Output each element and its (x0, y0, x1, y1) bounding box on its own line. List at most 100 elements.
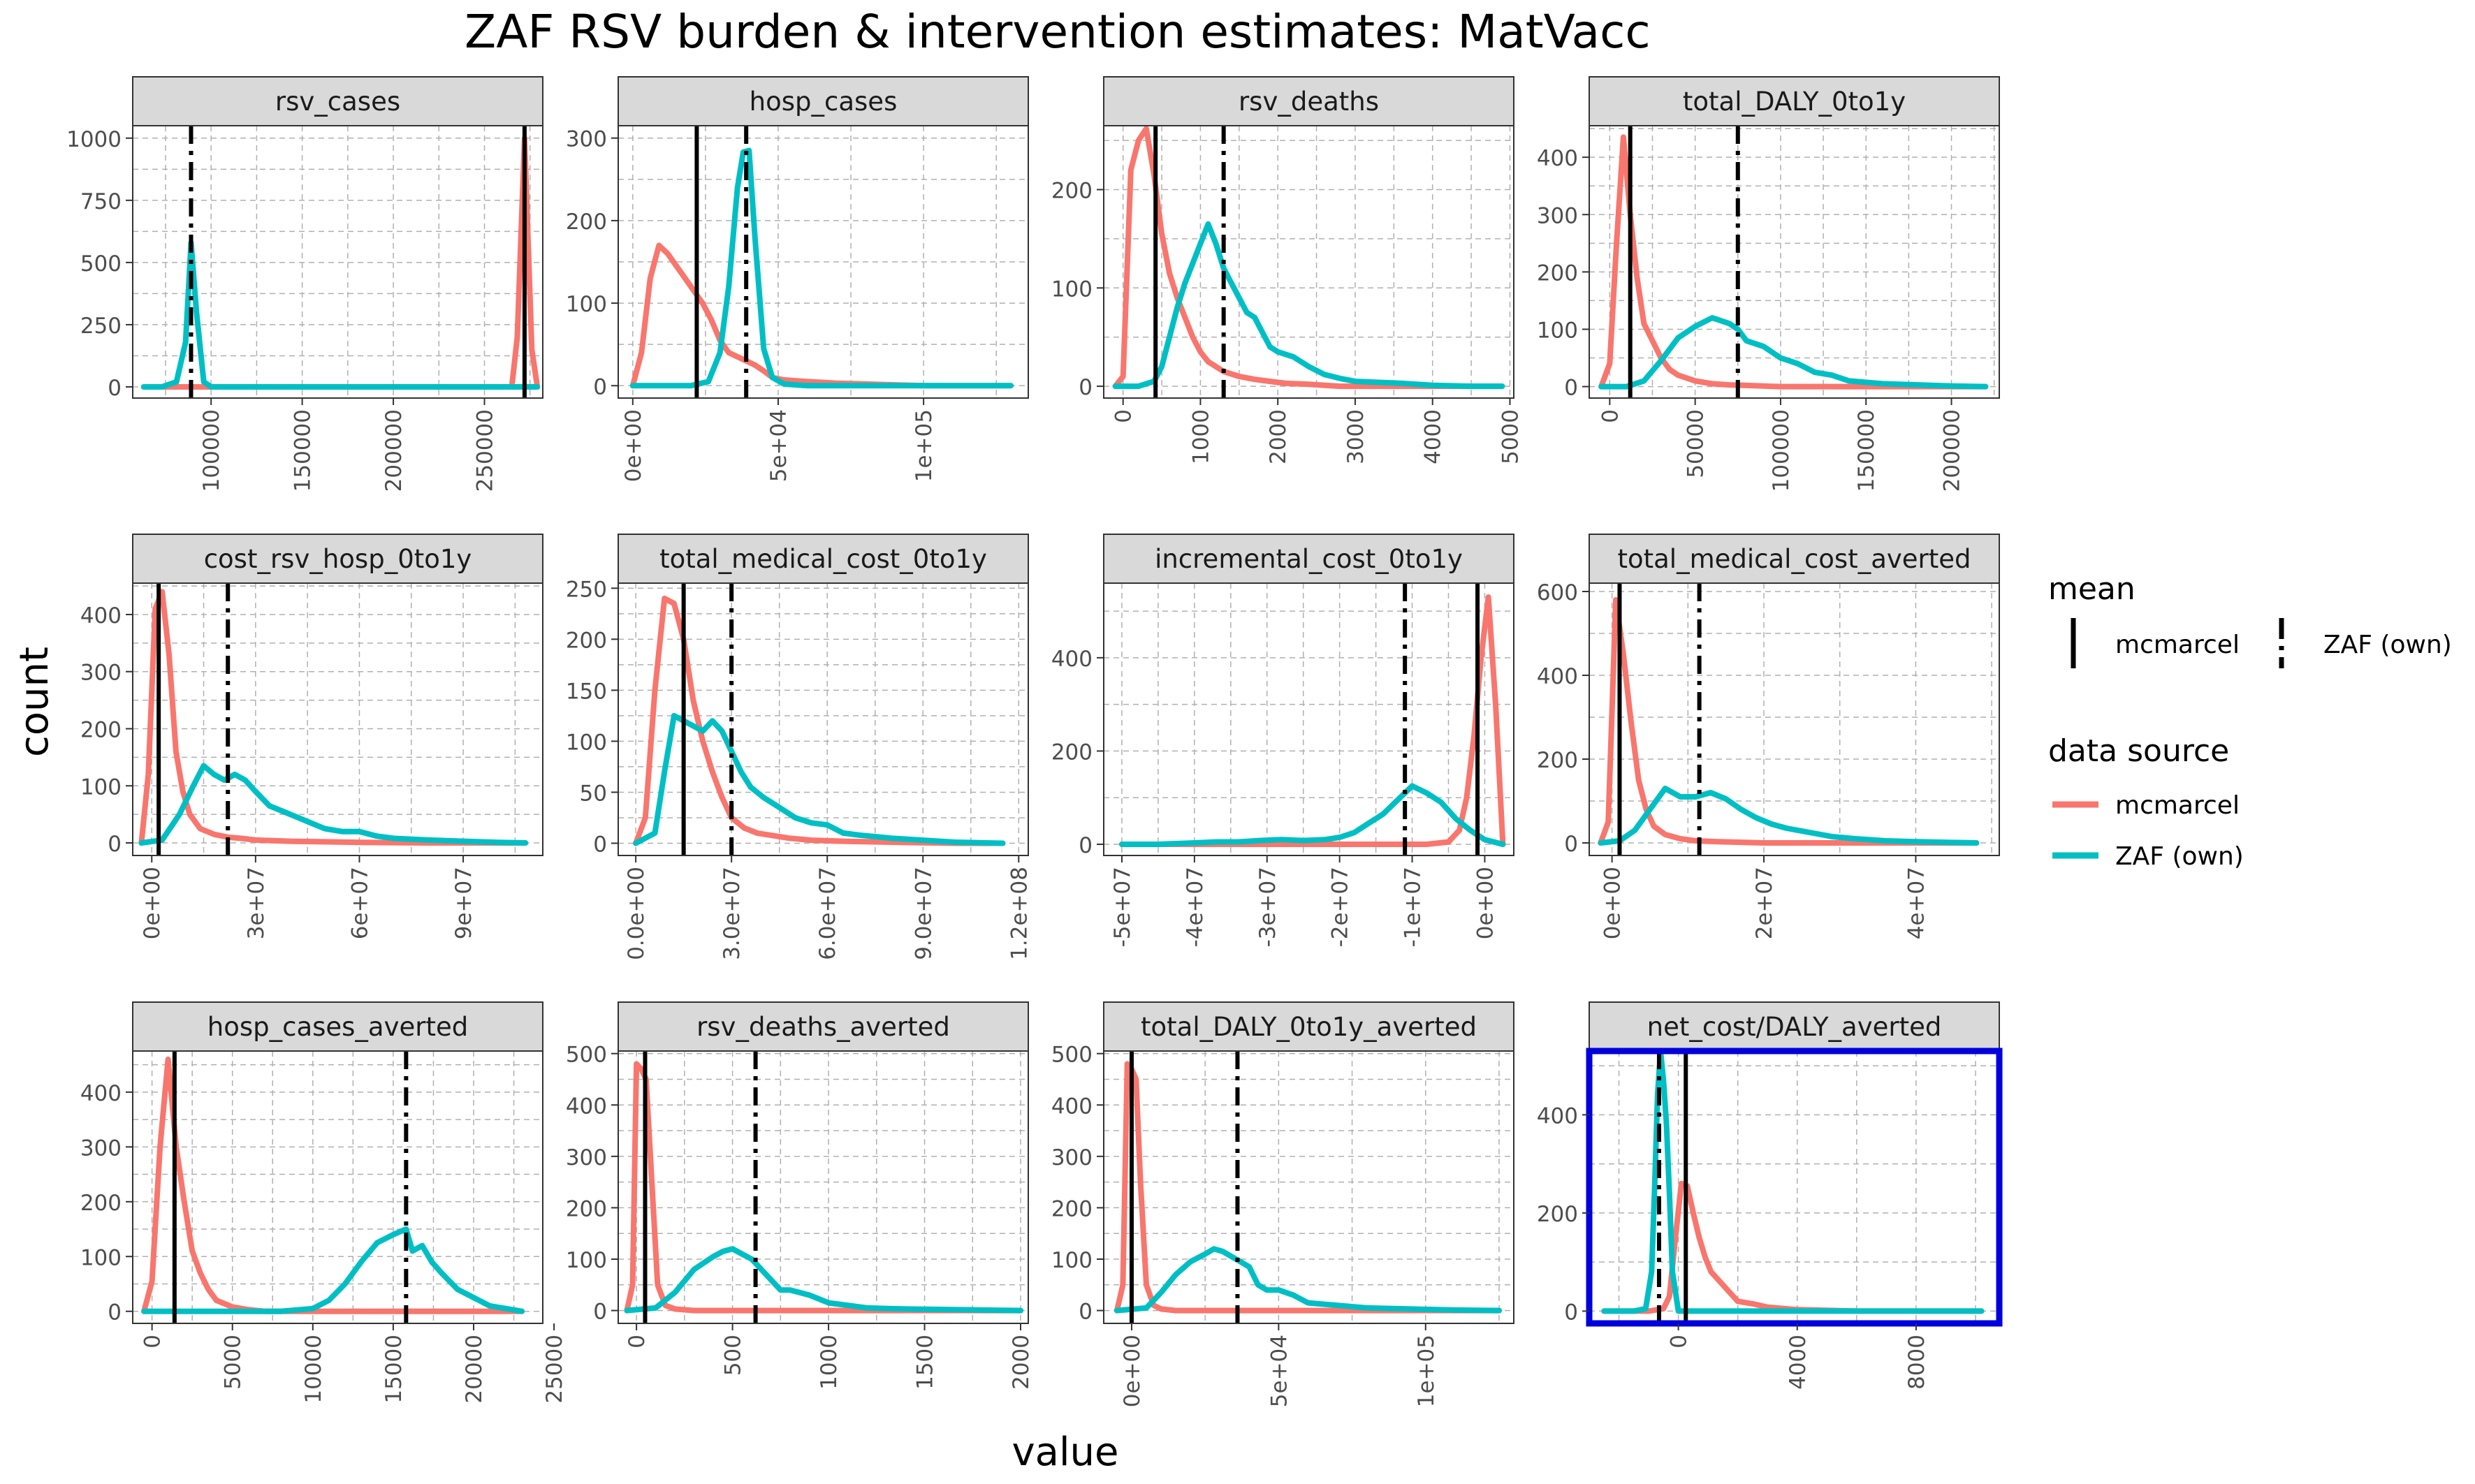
facet-total-medical-cost-0to1y: total_medical_cost_0to1y 0 50 100 150 200 250 0… (566, 534, 1032, 960)
x-tick-label: 1000 (1188, 409, 1213, 464)
facet-strip-label: total_medical_cost_averted (1617, 544, 1971, 574)
y-tick-label: 200 (566, 1196, 607, 1221)
panel-border (1103, 125, 1514, 399)
y-tick-label: 300 (80, 661, 122, 686)
y-tick-label: 200 (1051, 740, 1093, 765)
facet-strip-label: total_medical_cost_0to1y (659, 544, 987, 574)
x-axis-title: value (1012, 1430, 1119, 1475)
legend-mean-label-zaf-own: ZAF (own) (2323, 631, 2452, 659)
series-line-mcmarcel (138, 589, 529, 846)
series-line-zaf-own- (1598, 786, 1980, 846)
panel-border (1589, 582, 2000, 856)
facet-cost-rsv-hosp-0to1y: cost_rsv_hosp_0to1y 0 100 200 300 400 0e+00 3e+… (80, 534, 543, 939)
y-tick-label: 500 (80, 251, 122, 277)
facet-incremental-cost-0to1y: incremental_cost_0to1y 0 200 400 -5e+07 -4e+0… (1051, 534, 1514, 947)
x-tick-label: 500 (721, 1335, 746, 1376)
y-tick-label: 250 (80, 314, 122, 339)
x-tick-label: 1500 (913, 1335, 938, 1390)
y-tick-label: 100 (566, 292, 607, 317)
x-tick-label: 1e+05 (912, 409, 937, 482)
y-tick-label: 400 (1051, 1094, 1093, 1119)
x-tick-label: 8000 (1904, 1335, 1929, 1390)
chart-title: ZAF RSV burden & intervention estimates:… (465, 5, 1651, 59)
x-tick-label: 200000 (381, 409, 407, 492)
x-tick-label: 1000 (817, 1335, 842, 1390)
x-tick-label: 10000 (301, 1335, 326, 1404)
facet-total-daly-0to1y: total_DALY_0to1y 0 100 200 300 400 0 50000 10000… (1537, 76, 2000, 492)
x-tick-label: 4000 (1421, 409, 1446, 464)
y-tick-label: 200 (1537, 260, 1578, 286)
y-tick-label: 0 (1079, 1300, 1093, 1325)
x-tick-label: 3.0e+07 (720, 867, 745, 960)
y-tick-label: 400 (1537, 1103, 1578, 1129)
facet-total-daly-0to1y-averted: total_DALY_0to1y_averted 0 100 200 300 400 500… (1051, 1001, 1514, 1407)
panel-border (132, 582, 543, 856)
facet-strip (618, 1001, 1029, 1052)
series-line-zaf-own- (140, 240, 541, 390)
x-tick-label: 0e+00 (1120, 1335, 1145, 1407)
series-line-zaf-own- (1598, 315, 1989, 390)
series-line-zaf-own- (1112, 221, 1505, 390)
panel-border (1103, 582, 1514, 856)
y-tick-label: 100 (80, 774, 122, 800)
facet-strip-label: hosp_cases_averted (207, 1012, 469, 1042)
x-tick-label: 1.2e+08 (1007, 867, 1032, 960)
y-tick-label: 200 (1537, 1202, 1578, 1227)
series-line-zaf-own- (1601, 1048, 1985, 1314)
facet-strip-label: rsv_deaths (1239, 87, 1379, 117)
y-axis-title: count (12, 647, 57, 757)
series-line-zaf-own- (141, 1226, 525, 1314)
y-tick-label: 0 (593, 1300, 607, 1325)
facet-strip-label: rsv_deaths_averted (696, 1012, 950, 1042)
x-tick-label: -3e+07 (1255, 867, 1280, 947)
facet-strip (618, 534, 1029, 584)
series-line-zaf-own- (1114, 1246, 1502, 1314)
x-tick-label: 0.0e+00 (624, 867, 649, 960)
legend-source-title: data source (2048, 733, 2229, 769)
legend-source-label-zaf-own: ZAF (own) (2115, 842, 2244, 871)
facet-strip-label: rsv_cases (275, 87, 400, 117)
facet-strip-label: total_DALY_0to1y (1683, 87, 1906, 117)
y-tick-label: 400 (1537, 146, 1578, 171)
facet-strip (132, 76, 543, 126)
y-tick-label: 100 (1537, 318, 1578, 343)
panel-border (618, 125, 1029, 399)
x-tick-label: 6e+07 (348, 867, 373, 939)
legend: mean mcmarcel ZAF (own) data source mcma… (2048, 571, 2452, 871)
x-tick-label: 0 (140, 1335, 166, 1349)
series-line-mcmarcel (624, 1061, 1023, 1314)
x-tick-label: -2e+07 (1328, 867, 1353, 947)
y-tick-label: 750 (80, 189, 122, 214)
x-tick-label: 20000 (462, 1335, 487, 1404)
x-tick-label: -4e+07 (1183, 867, 1208, 947)
y-tick-label: 0 (593, 374, 607, 399)
y-tick-label: 0 (108, 376, 122, 401)
facet-strip (1103, 76, 1514, 126)
y-tick-label: 200 (566, 628, 607, 653)
facet-hosp-cases: hosp_cases 0 100 200 300 0e+00 5e+04 1e+05 (566, 76, 1029, 482)
y-tick-label: 0 (1564, 832, 1578, 857)
y-tick-label: 300 (1537, 203, 1578, 228)
facet-strip-label: hosp_cases (750, 87, 898, 117)
facet-strip (1589, 534, 2000, 584)
series-line-mcmarcel (629, 242, 1014, 389)
x-tick-label: 0 (1667, 1335, 1692, 1349)
series-line-zaf-own- (1119, 783, 1506, 847)
y-tick-label: 400 (1051, 647, 1093, 672)
x-tick-label: 0e+00 (1473, 867, 1498, 939)
y-tick-label: 500 (566, 1043, 607, 1068)
y-tick-label: 1000 (66, 127, 122, 152)
y-tick-label: 200 (1051, 179, 1093, 204)
x-tick-label: 200000 (1940, 409, 1965, 492)
x-tick-label: 150000 (291, 409, 316, 492)
y-tick-label: 500 (1051, 1043, 1093, 1068)
facet-strip (618, 76, 1029, 126)
facet-strip-label: total_DALY_0to1y_averted (1141, 1012, 1477, 1042)
y-tick-label: 200 (80, 1191, 122, 1216)
facet-strip-label: cost_rsv_hosp_0to1y (204, 544, 472, 574)
facet-rsv-deaths-averted: rsv_deaths_averted 0 100 200 300 400 500 0 500 10… (566, 1001, 1034, 1390)
